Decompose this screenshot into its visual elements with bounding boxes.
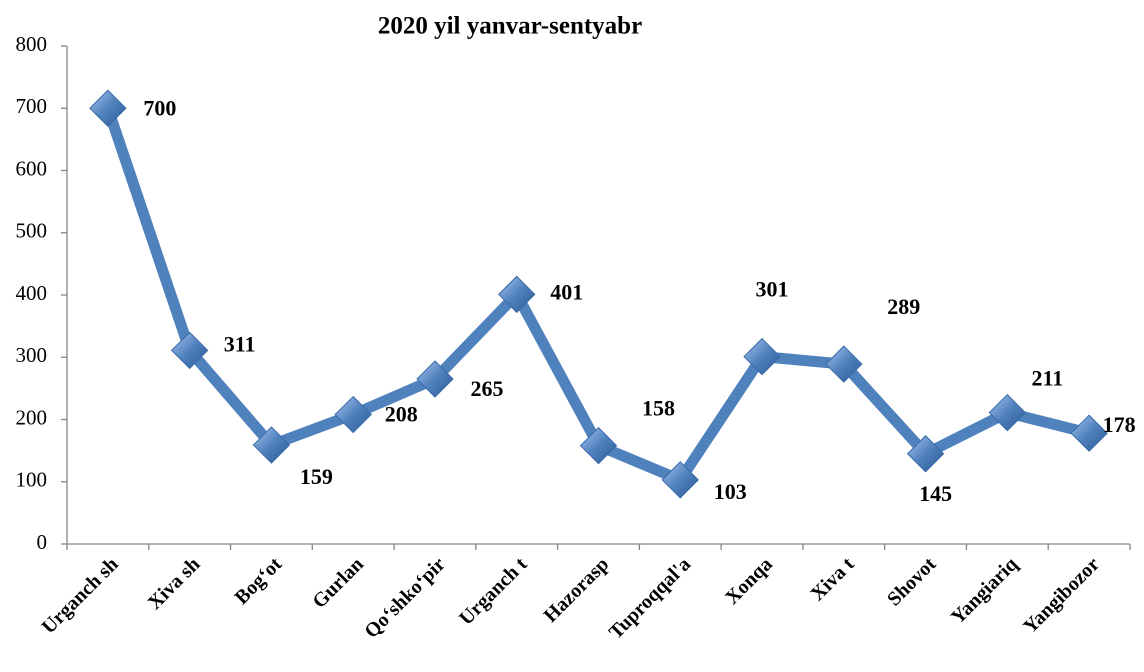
line [102, 106, 1091, 486]
y-tick-label: 200 [16, 405, 48, 429]
marker [252, 426, 291, 464]
data-label: 158 [642, 396, 675, 421]
y-tick-label: 500 [16, 219, 48, 243]
data-label: 103 [714, 479, 747, 504]
x-tick-label: Yangiariq [947, 553, 1022, 628]
marker [579, 426, 618, 465]
data-label: 211 [1031, 366, 1063, 391]
data-label: 145 [919, 481, 952, 506]
marker [89, 89, 127, 127]
x-tick-label: Urganch sh [38, 553, 123, 638]
data-label: 265 [470, 376, 503, 401]
y-tick-label: 400 [16, 281, 48, 305]
x-tick-label: Qo‘shko‘pir [360, 553, 450, 643]
chart-title: 2020 yil yanvar-sentyabr [378, 13, 642, 40]
marker [825, 345, 863, 383]
x-tick-label: Xiva sh [144, 553, 205, 614]
y-tick-label: 800 [16, 32, 48, 56]
y-tick-label: 700 [16, 94, 48, 118]
marker [334, 395, 372, 434]
marker [170, 331, 209, 370]
marker [743, 337, 781, 376]
x-tick-label: Tuproqqal'a [605, 553, 695, 643]
data-label: 178 [1103, 412, 1136, 437]
marker [988, 393, 1027, 432]
data-label: 700 [143, 95, 176, 120]
x-tick-label: Bog‘ot [231, 553, 287, 609]
y-tick-label: 300 [16, 343, 48, 367]
x-tick-label: Gurlan [308, 553, 368, 613]
y-tick-label: 0 [37, 530, 48, 554]
marker [661, 461, 699, 499]
x-tick-label: Shovot [883, 553, 940, 610]
data-label: 208 [385, 402, 418, 427]
x-tick-label: Yangibozor [1019, 553, 1104, 638]
marker [498, 275, 536, 314]
y-tick-label: 100 [16, 468, 48, 492]
marker [906, 435, 945, 473]
x-tick-label: Hazorasp [540, 553, 614, 627]
data-label: 311 [224, 331, 256, 356]
y-tick-label: 600 [16, 156, 48, 180]
data-label: 159 [300, 464, 333, 489]
data-label: 401 [550, 279, 583, 304]
data-label: 289 [887, 294, 920, 319]
marker [1070, 414, 1108, 452]
marker [416, 360, 454, 398]
x-tick-label: Xiva t [806, 553, 858, 605]
x-tick-label: Urganch t [455, 553, 532, 630]
data-label: 301 [756, 277, 789, 302]
x-tick-label: Xonqa [721, 553, 777, 609]
